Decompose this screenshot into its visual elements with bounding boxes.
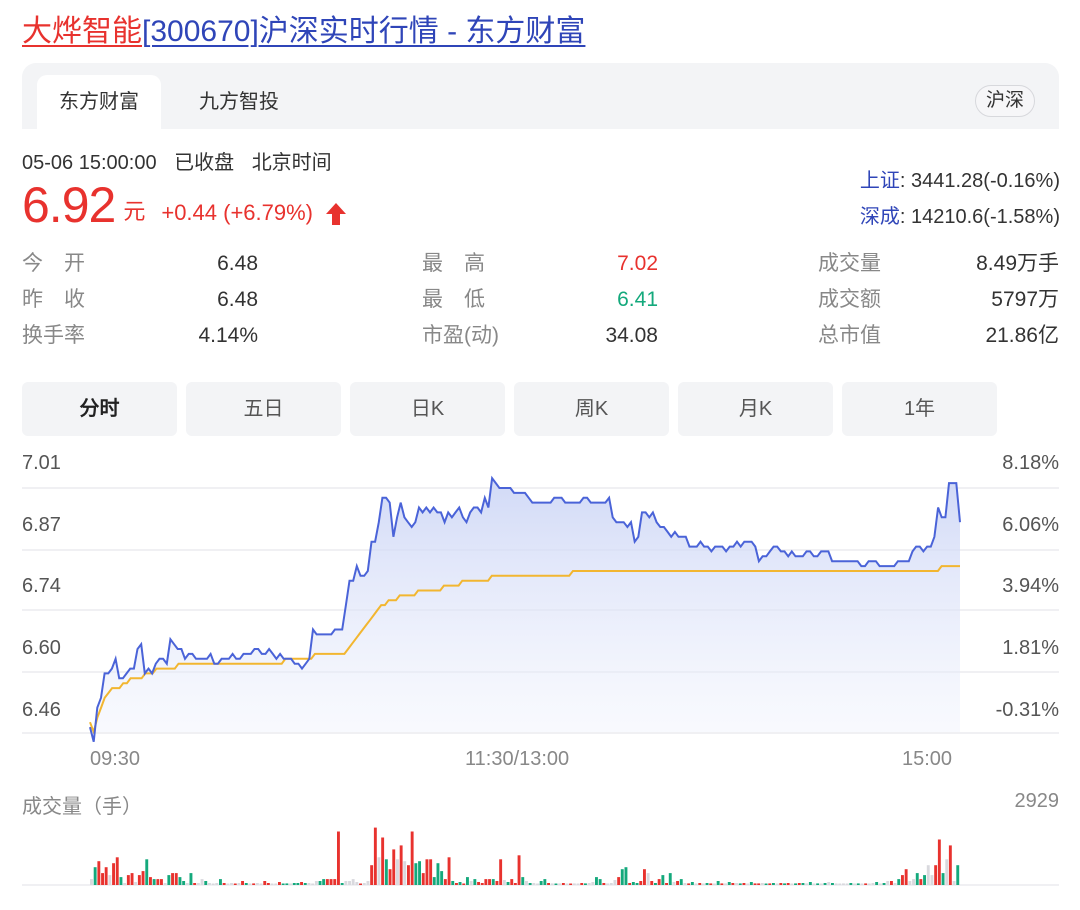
price-unit: 元 xyxy=(123,199,146,224)
index-name[interactable]: 深成 xyxy=(859,206,900,228)
stats-row: 换手率 4.14% 市盈(动) 34.08 总市值 21.86亿 xyxy=(22,318,1059,354)
stat-high-value: 7.02 xyxy=(617,252,658,275)
volume-chart[interactable] xyxy=(0,820,1080,890)
tab-weekly-k[interactable]: 周K xyxy=(514,382,669,436)
index-summary: 上证: 3441.28(-0.16%) 深成: 14210.6(-1.58%) xyxy=(860,163,1060,235)
tab-intraday[interactable]: 分时 xyxy=(22,382,177,436)
price-line xyxy=(89,475,961,743)
y2-axis-label: 6.06% xyxy=(1002,514,1059,536)
stat-label: 最 高 xyxy=(422,252,485,275)
stat-pe-value: 34.08 xyxy=(605,324,658,347)
index-shenzhen[interactable]: 深成: 14210.6(-1.58%) xyxy=(860,199,1060,235)
stat-label: 换手率 xyxy=(22,324,85,347)
quote-time-row: 05-06 15:00:00 已收盘 北京时间 xyxy=(22,146,344,175)
stat-label: 市盈(动) xyxy=(422,324,499,347)
y2-axis-label: 8.18% xyxy=(1002,452,1059,474)
stat-market-cap-value: 21.86亿 xyxy=(985,324,1059,347)
intraday-chart-canvas[interactable] xyxy=(0,440,1080,780)
stat-label: 总市值 xyxy=(818,324,881,347)
price-change: +0.44 (+6.79%) xyxy=(161,200,314,225)
quote-datetime: 05-06 15:00:00 xyxy=(22,152,157,174)
up-arrow-icon xyxy=(326,203,347,225)
index-value: : 3441.28(-0.16%) xyxy=(899,170,1060,192)
x-axis-label: 11:30/13:00 xyxy=(465,748,570,770)
y-axis-label: 6.60 xyxy=(22,637,61,659)
y-axis-label: 6.87 xyxy=(22,514,61,536)
y2-axis-label: -0.31% xyxy=(995,699,1059,721)
y-axis-label: 7.01 xyxy=(22,452,61,474)
timezone-label: 北京时间 xyxy=(251,152,332,174)
index-name[interactable]: 上证 xyxy=(859,170,900,192)
y-axis-label: 6.46 xyxy=(22,699,61,721)
y2-axis-label: 1.81% xyxy=(1002,637,1059,659)
volume-title: 成交量（手） xyxy=(22,796,142,818)
period-tabs: 分时 五日 日K 周K 月K 1年 xyxy=(22,382,997,436)
stat-label: 最 低 xyxy=(422,288,485,311)
x-axis-label: 09:30 xyxy=(90,748,141,770)
stat-turnover-value: 5797万 xyxy=(991,288,1059,311)
page-title-link[interactable]: [300670]沪深实时行情 - 东方财富 xyxy=(142,15,586,48)
stat-label: 今 开 xyxy=(22,252,85,275)
market-status: 已收盘 xyxy=(174,152,235,174)
y-axis-label: 6.74 xyxy=(22,575,61,597)
stats-grid: 今 开 6.48 最 高 7.02 成交量 8.49万手 昨 收 6.48 最 … xyxy=(22,246,1059,354)
stats-row: 昨 收 6.48 最 低 6.41 成交额 5797万 xyxy=(22,282,1059,318)
tab-five-day[interactable]: 五日 xyxy=(186,382,341,436)
x-axis-label: 15:00 xyxy=(902,748,953,770)
stat-open-value: 6.48 xyxy=(217,252,258,275)
price-row: 6.92 元 +0.44 (+6.79%) xyxy=(22,176,347,232)
index-shanghai[interactable]: 上证: 3441.28(-0.16%) xyxy=(860,163,1060,199)
price-area-fill xyxy=(90,478,960,742)
index-value: : 14210.6(-1.58%) xyxy=(899,206,1060,228)
tab-jiufang[interactable]: 九方智投 xyxy=(199,91,279,113)
source-tab-bar: 东方财富 九方智投 沪深 xyxy=(22,63,1059,129)
volume-bars xyxy=(90,827,960,885)
stat-prev-close-value: 6.48 xyxy=(217,288,258,311)
intraday-chart[interactable]: 7.01 6.87 6.74 6.60 6.46 8.18% 6.06% 3.9… xyxy=(0,440,1080,780)
stat-label: 昨 收 xyxy=(22,288,85,311)
tab-monthly-k[interactable]: 月K xyxy=(678,382,833,436)
market-badge[interactable]: 沪深 xyxy=(974,85,1035,117)
current-price: 6.92 xyxy=(22,177,116,233)
stat-low-value: 6.41 xyxy=(617,288,658,311)
tab-daily-k[interactable]: 日K xyxy=(350,382,505,436)
tab-one-year[interactable]: 1年 xyxy=(842,382,997,436)
tab-eastmoney[interactable]: 东方财富 xyxy=(37,75,161,129)
stats-row: 今 开 6.48 最 高 7.02 成交量 8.49万手 xyxy=(22,246,1059,282)
stat-turnover-rate-value: 4.14% xyxy=(198,324,258,347)
stat-label: 成交额 xyxy=(818,288,881,311)
volume-max-label: 2929 xyxy=(1014,790,1060,812)
y2-axis-label: 3.94% xyxy=(1002,575,1059,597)
stock-name-link[interactable]: 大烨智能 xyxy=(22,15,142,48)
page-title[interactable]: 大烨智能[300670]沪深实时行情 - 东方财富 xyxy=(22,10,585,54)
stat-volume-value: 8.49万手 xyxy=(976,252,1059,275)
stat-label: 成交量 xyxy=(818,252,881,275)
average-price-line xyxy=(89,565,960,736)
